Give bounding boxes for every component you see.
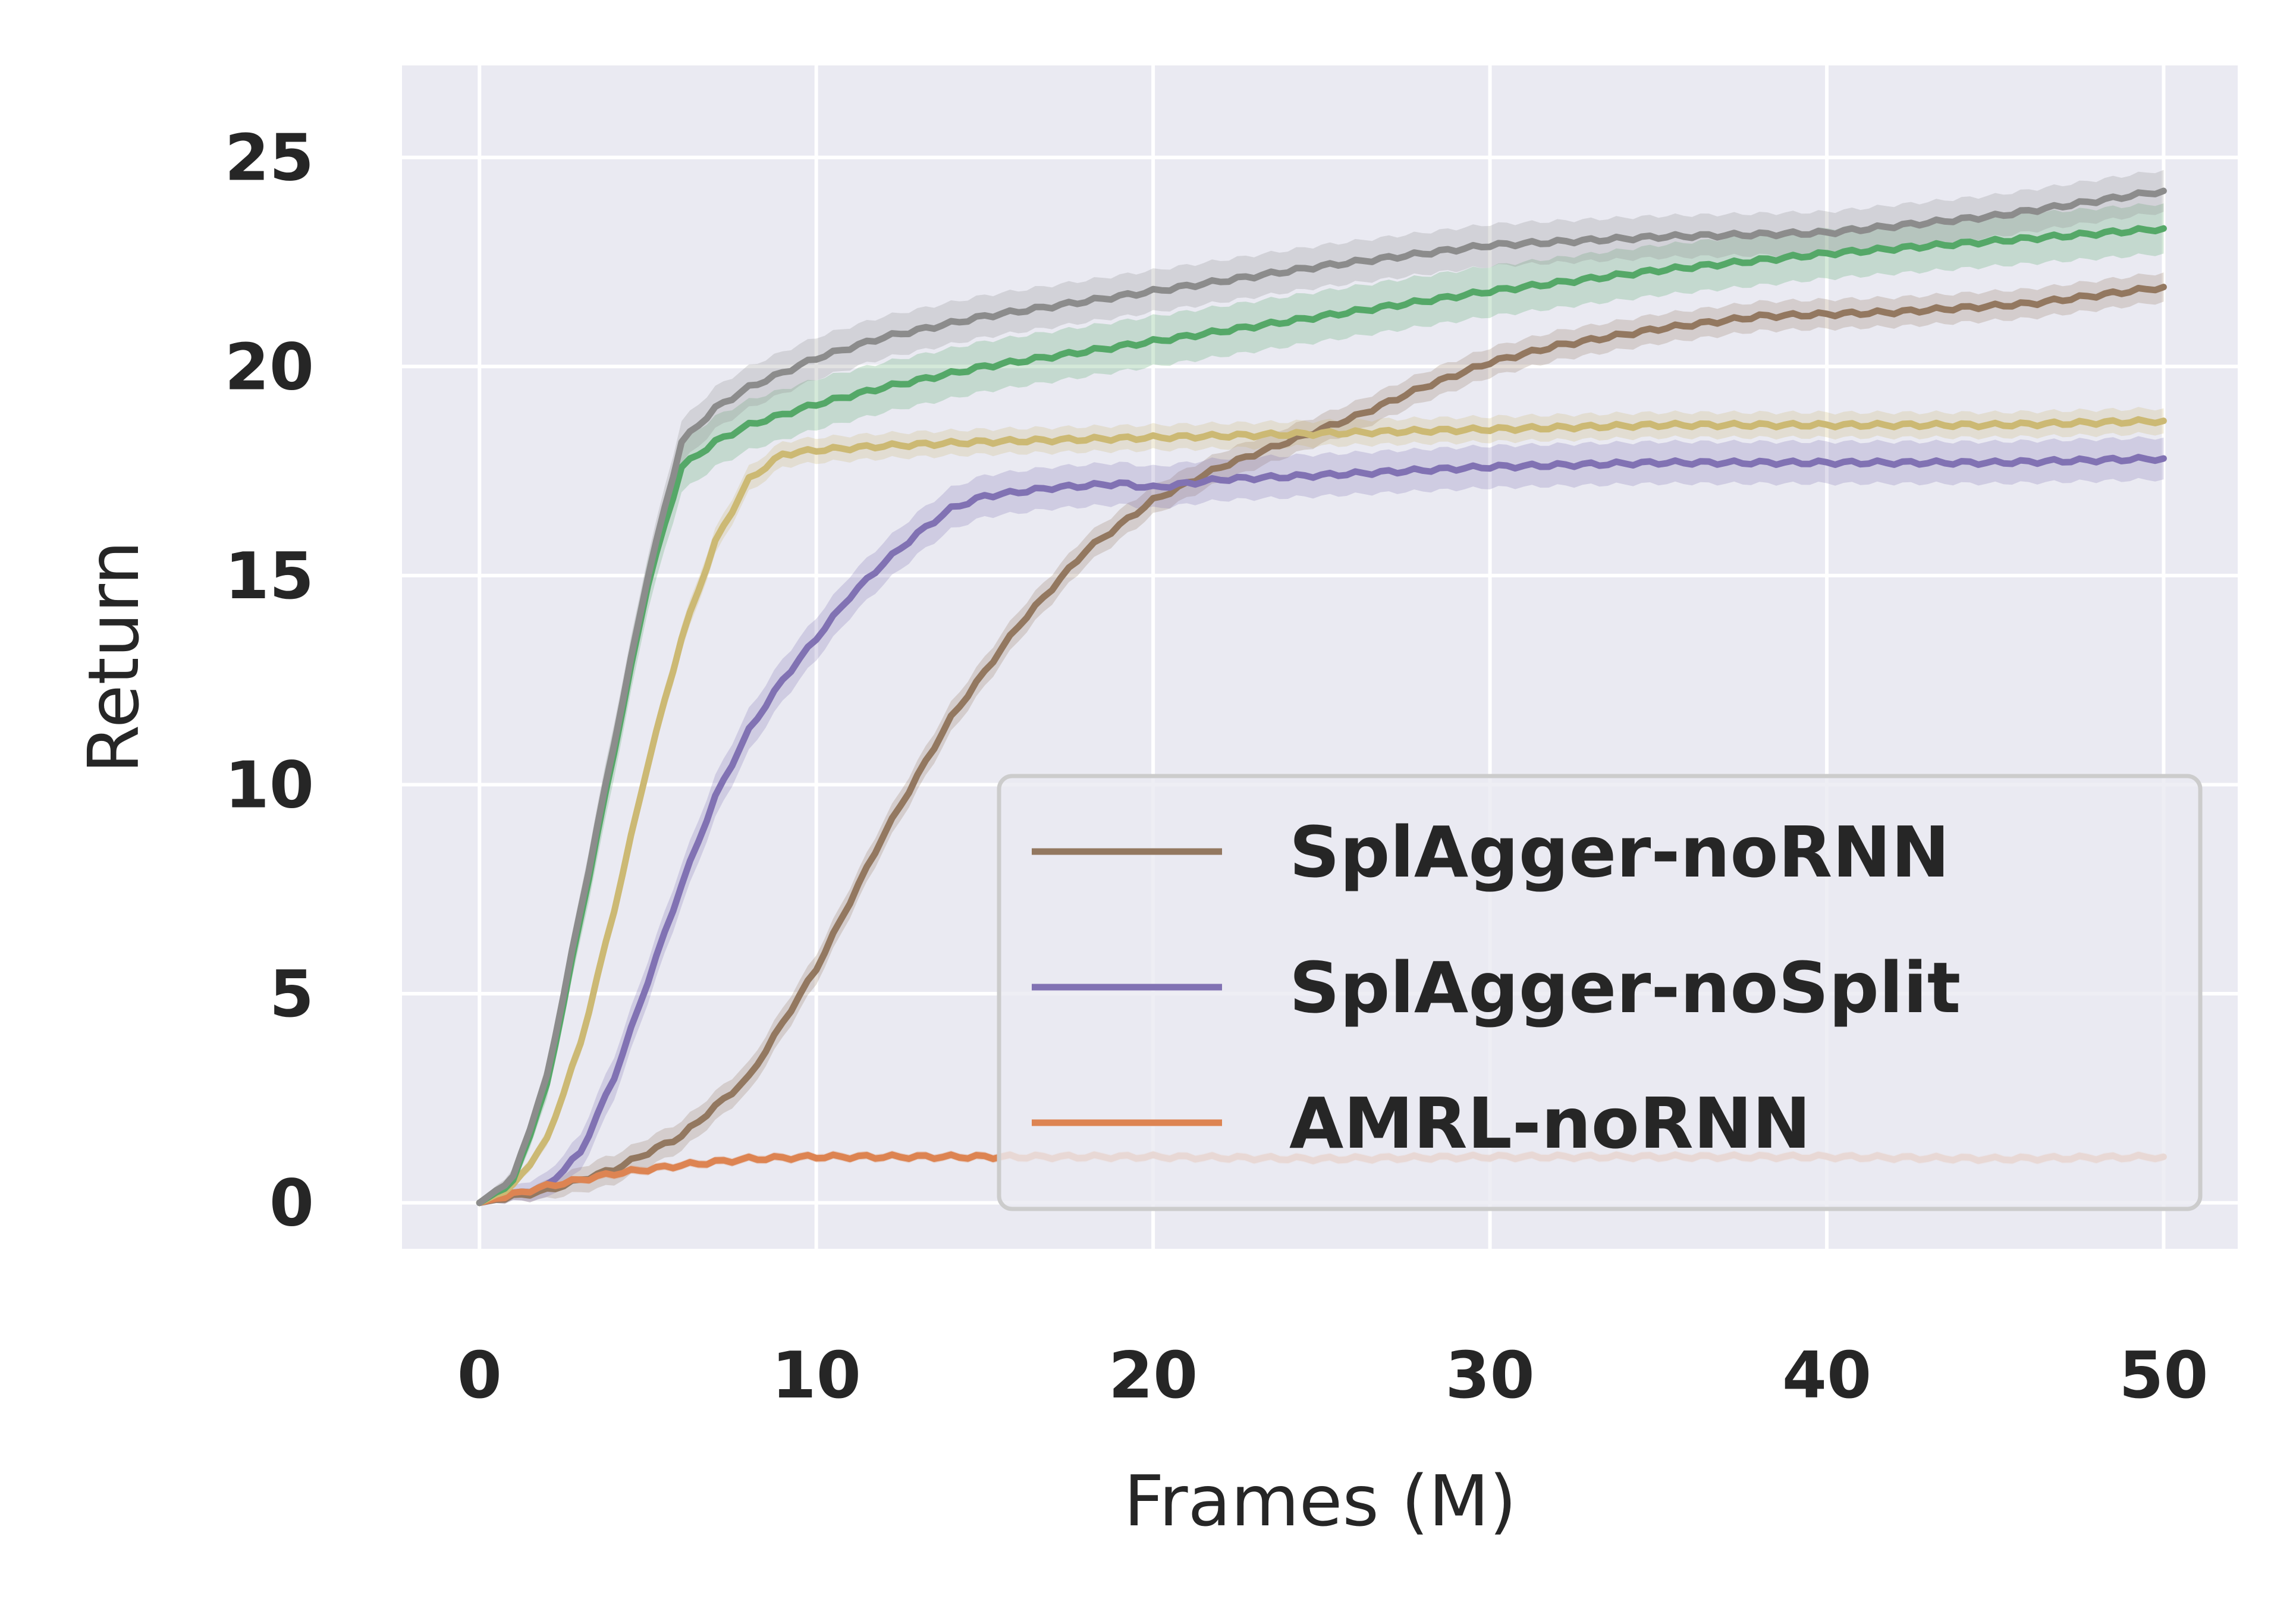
x-tick-label: 20 [1108, 1339, 1198, 1413]
legend-label: AMRL-noRNN [1289, 1082, 1811, 1164]
y-axis-label: Return [73, 541, 155, 774]
x-tick-labels: 0 10 20 30 40 50 [457, 1339, 2209, 1413]
x-tick-label: 40 [1782, 1339, 1871, 1413]
y-tick-label: 20 [225, 330, 314, 404]
series-line [476, 454, 2167, 1207]
x-tick-label: 50 [2119, 1339, 2208, 1413]
legend-box [997, 774, 2203, 1211]
x-tick-label: 30 [1445, 1339, 1534, 1413]
y-tick-label: 25 [225, 121, 314, 196]
legend: SplAgger-noRNN SplAgger-noSplit AMRL-noRNN [997, 774, 2203, 1211]
x-tick-label: 10 [772, 1339, 861, 1413]
legend-label: SplAgger-noRNN [1289, 811, 1950, 893]
series-line [476, 416, 2167, 1207]
y-tick-label: 15 [225, 539, 314, 614]
series-line [476, 187, 2167, 1207]
series-line [476, 284, 2167, 1207]
x-tick-label: 0 [457, 1339, 502, 1413]
y-tick-labels: 0 5 10 15 20 25 [225, 121, 314, 1241]
y-tick-label: 10 [225, 748, 314, 822]
y-tick-label: 5 [269, 957, 314, 1032]
grid [402, 65, 2238, 1249]
legend-label: SplAgger-noSplit [1289, 947, 1961, 1029]
series-line [476, 225, 2167, 1207]
y-tick-label: 0 [269, 1167, 314, 1241]
x-axis-label: Frames (M) [1124, 1460, 1517, 1542]
